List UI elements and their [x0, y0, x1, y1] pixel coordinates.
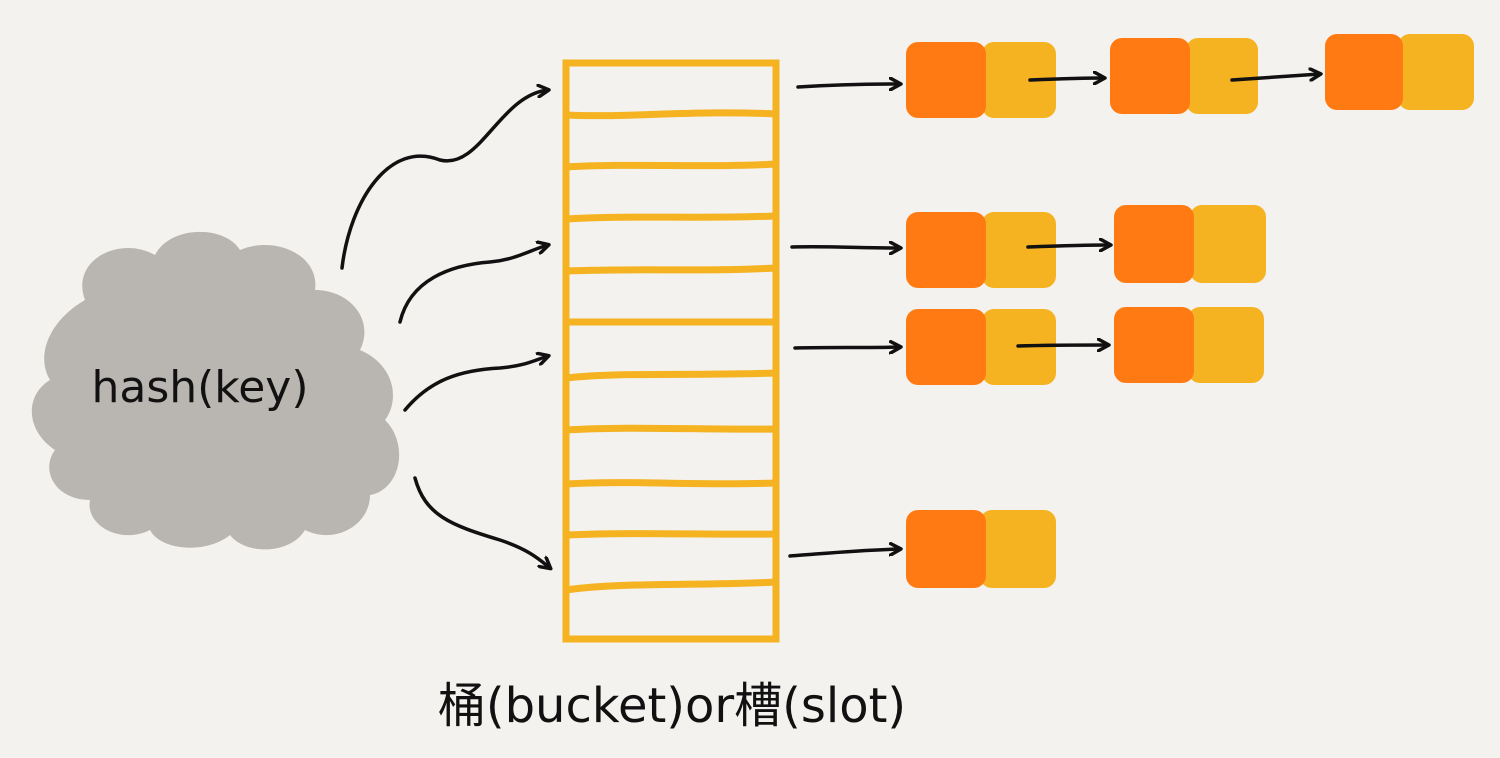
- node-key-cell: [906, 510, 986, 588]
- bucket-divider: [562, 109, 780, 120]
- hash-arrows: [340, 90, 550, 568]
- chain-arrow-slot-9: [788, 549, 900, 558]
- node-value-cell: [982, 42, 1056, 118]
- node-key-cell: [1110, 38, 1190, 114]
- hash-arrow-4: [413, 476, 550, 568]
- chain-slot-0: [906, 34, 1474, 118]
- node-link-arrow: [1016, 345, 1108, 346]
- node-value-cell: [1190, 205, 1266, 283]
- list-node: [906, 212, 1056, 288]
- chains: [906, 34, 1474, 588]
- hash-arrow-2: [398, 245, 548, 324]
- bucket-divider: [562, 212, 780, 223]
- node-key-cell: [906, 309, 986, 385]
- node-link-arrow: [1028, 78, 1104, 80]
- bucket-to-chain-arrows: [788, 84, 900, 558]
- node-key-cell: [1325, 34, 1403, 110]
- node-key-cell: [1114, 307, 1194, 383]
- bucket-divider: [562, 264, 780, 275]
- list-node: [906, 510, 1056, 588]
- node-value-cell: [1186, 38, 1258, 114]
- node-value-cell: [1188, 307, 1264, 383]
- hash-arrow-3: [403, 356, 548, 412]
- node-key-cell: [906, 42, 986, 118]
- node-link-arrow: [1026, 245, 1110, 247]
- bucket-divider: [562, 530, 780, 539]
- chain-arrow-slot-3: [790, 247, 900, 248]
- list-node: [1110, 38, 1258, 114]
- bucket-divider: [562, 578, 780, 594]
- cloud-shape: [31, 231, 400, 550]
- list-node: [906, 42, 1056, 118]
- node-value-cell: [982, 212, 1056, 288]
- chain-slot-5: [906, 307, 1264, 385]
- list-node: [1114, 307, 1264, 383]
- chain-arrow-slot-0: [796, 84, 900, 87]
- cloud-label: hash(key): [91, 362, 308, 413]
- bucket-divider: [562, 160, 780, 171]
- hash-arrow-1: [340, 90, 548, 270]
- bucket-divider: [562, 369, 780, 382]
- bucket-divider: [562, 479, 780, 488]
- chain-arrow-slot-5: [793, 347, 900, 348]
- bucket-array-frame: [562, 59, 780, 643]
- chain-slot-3: [906, 205, 1266, 288]
- node-value-cell: [1398, 34, 1474, 110]
- hash-function-cloud: hash(key): [31, 231, 400, 550]
- list-node: [1114, 205, 1266, 283]
- node-key-cell: [1114, 205, 1194, 283]
- chain-slot-9: [906, 510, 1056, 588]
- bucket-caption: 桶(bucket)or槽(slot): [438, 678, 906, 734]
- node-link-arrow: [1230, 74, 1320, 82]
- bucket-array: [562, 59, 780, 643]
- list-node: [1325, 34, 1474, 110]
- node-key-cell: [906, 212, 986, 288]
- bucket-divider: [562, 424, 780, 434]
- node-value-cell: [980, 510, 1056, 588]
